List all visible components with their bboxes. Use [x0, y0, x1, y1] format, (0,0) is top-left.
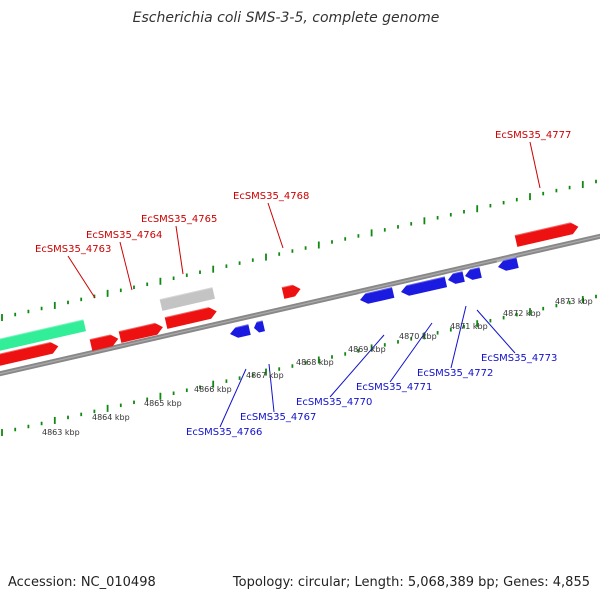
reverse-gene-shape	[498, 257, 519, 271]
forward-gene-label: EcSMS35_4765	[141, 214, 217, 225]
scale-label: 4865 kbp	[144, 399, 182, 408]
forward-gene-highlight	[89, 331, 118, 341]
scale-label: 4871 kbp	[450, 322, 488, 331]
reverse-gene	[463, 266, 482, 280]
reverse-gene-label: EcSMS35_4766	[186, 427, 262, 438]
forward-gene-label: EcSMS35_4763	[35, 244, 111, 255]
forward-gene-shape	[514, 222, 579, 247]
reverse-gene-label: EcSMS35_4767	[240, 412, 316, 423]
reverse-gene-shape	[465, 267, 482, 280]
reverse-gene-label: EcSMS35_4771	[356, 382, 432, 393]
scale-label: 4864 kbp	[92, 413, 130, 422]
reverse-label-leader	[476, 309, 516, 354]
forward-gene-shape	[164, 307, 217, 329]
reverse-gene-shape	[254, 320, 265, 333]
scale-label: 4866 kbp	[194, 385, 232, 394]
reverse-gene-highlight	[252, 319, 263, 324]
forward-gene-highlight	[164, 304, 216, 319]
tick-tracks	[1, 179, 597, 437]
reverse-gene-highlight	[463, 266, 480, 272]
reverse-gene-shape	[360, 287, 395, 304]
forward-gene	[89, 331, 119, 351]
forward-gene	[164, 304, 217, 329]
forward-gene	[281, 282, 301, 299]
forward-label-leader	[267, 202, 284, 249]
scale-label: 4867 kbp	[246, 371, 284, 380]
scale-labels: 4863 kbp 4864 kbp 4865 kbp 4866 kbp 4867 kbp…	[42, 297, 593, 437]
reverse-gene-shape	[401, 276, 448, 296]
forward-gene-highlight	[514, 219, 578, 237]
scale-label: 4873 kbp	[555, 297, 593, 306]
forward-gene-label: EcSMS35_4777	[495, 130, 571, 141]
reverse-label-leader	[329, 334, 385, 398]
pseudo-gene-highlight	[159, 286, 213, 301]
forward-gene-shape	[89, 334, 119, 351]
scale-label: 4868 kbp	[296, 358, 334, 367]
reverse-gene	[446, 270, 465, 284]
reverse-label-leader	[268, 363, 275, 413]
scale-label: 4872 kbp	[503, 309, 541, 318]
forward-gene	[118, 320, 163, 343]
map-title: Escherichia coli SMS-3-5, complete genom…	[133, 10, 440, 26]
pseudo-gene	[159, 286, 215, 311]
reverse-gene	[358, 286, 395, 304]
genome-summary-text: Topology: circular; Length: 5,068,389 bp…	[232, 575, 590, 590]
reverse-gene	[399, 275, 448, 296]
forward-gene-shape	[118, 322, 163, 343]
reverse-gene-label: EcSMS35_4772	[417, 368, 493, 379]
scale-label: 4870 kbp	[399, 332, 437, 341]
reverse-label-leader	[219, 368, 247, 428]
rna-gene-shape	[0, 319, 86, 352]
reverse-gene	[496, 256, 519, 271]
reverse-gene	[228, 323, 251, 338]
forward-label-leader	[529, 141, 541, 189]
reverse-gene	[252, 319, 265, 333]
reverse-gene-highlight	[228, 323, 249, 330]
reverse-gene-label: EcSMS35_4773	[481, 353, 557, 364]
reverse-gene-highlight	[399, 275, 445, 288]
forward-gene-shape	[281, 284, 301, 299]
forward-gene-highlight	[281, 282, 300, 289]
gene-features	[0, 219, 579, 367]
reverse-gene-highlight	[496, 256, 517, 263]
label-leaders	[67, 141, 541, 428]
pseudo-gene-shape	[159, 287, 215, 311]
forward-label-leader	[67, 255, 96, 299]
forward-label-leader	[175, 225, 184, 275]
reverse-label-leader	[450, 305, 467, 369]
forward-gene-label: EcSMS35_4768	[233, 191, 309, 202]
rna-gene	[0, 318, 86, 352]
accession-text: Accession: NC_010498	[8, 575, 156, 590]
forward-gene-label: EcSMS35_4764	[86, 230, 162, 241]
scale-label: 4863 kbp	[42, 428, 80, 437]
forward-gene-shape	[0, 341, 59, 367]
reverse-gene-highlight	[358, 286, 393, 296]
forward-gene-highlight	[118, 320, 162, 333]
backbone-highlight	[0, 235, 600, 375]
reverse-gene-shape	[230, 324, 251, 338]
rna-gene-highlight	[0, 318, 84, 342]
scale-label: 4869 kbp	[348, 345, 386, 354]
forward-gene	[0, 339, 59, 367]
reverse-gene-shape	[448, 271, 465, 284]
reverse-gene-highlight	[446, 270, 463, 276]
gene-labels: EcSMS35_4763 EcSMS35_4764 EcSMS35_4765 EcSM…	[35, 130, 571, 438]
reverse-gene-label: EcSMS35_4770	[296, 397, 372, 408]
forward-label-leader	[119, 241, 133, 291]
reverse-label-leader	[389, 322, 433, 383]
forward-gene	[514, 219, 579, 247]
forward-gene-highlight	[0, 339, 58, 357]
